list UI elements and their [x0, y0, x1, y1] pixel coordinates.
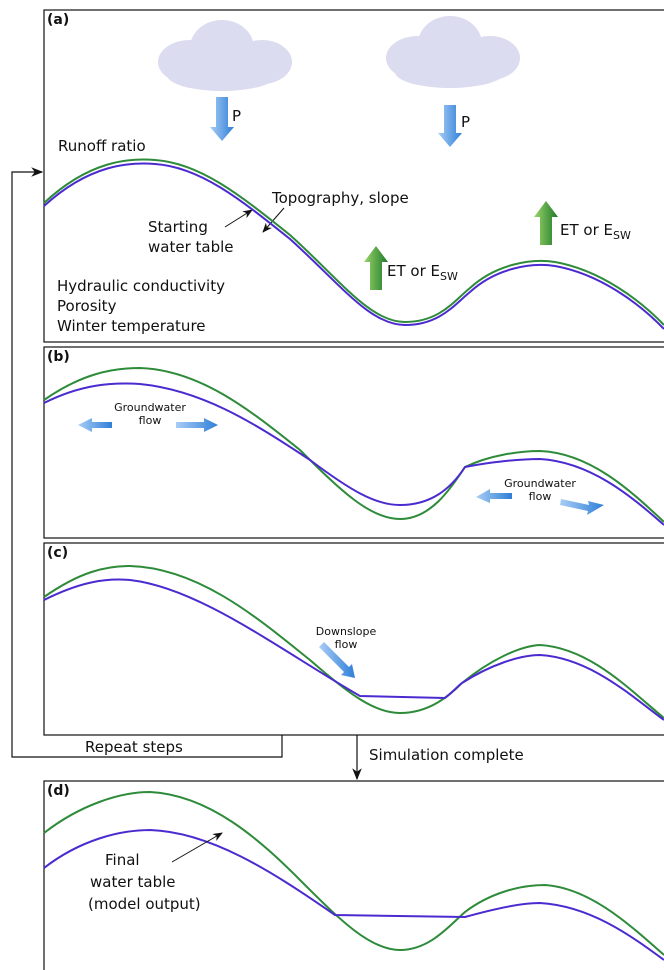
property-label: Porosity	[57, 297, 117, 315]
flow-arrow	[176, 418, 218, 432]
et-text: ET or E	[387, 262, 440, 280]
topography-line	[44, 368, 664, 522]
panel-b	[44, 347, 664, 538]
repeat-label: Repeat steps	[85, 738, 183, 756]
flow-label: Groundwater	[504, 477, 576, 490]
flow-label: flow	[335, 638, 358, 651]
flow-label: Groundwater	[114, 401, 186, 414]
pointer	[172, 833, 222, 862]
flow-arrow	[560, 499, 604, 515]
topography-label: Topography, slope	[271, 189, 409, 207]
final-label: water table	[90, 873, 176, 891]
et-label: ET or ESW	[387, 262, 458, 283]
complete-label: Simulation complete	[369, 746, 524, 764]
flow-label: flow	[139, 414, 162, 427]
precip-label: P	[232, 107, 241, 125]
final-label: (model output)	[88, 895, 201, 913]
cloud	[158, 20, 292, 91]
property-label: Winter temperature	[57, 317, 206, 335]
cloud	[386, 16, 520, 88]
flow-label: flow	[529, 490, 552, 503]
precip-arrow	[438, 105, 462, 147]
starting-label: water table	[148, 238, 234, 256]
panel-label: (a)	[47, 12, 69, 28]
precip-label: P	[461, 113, 470, 131]
et-label: ET or ESW	[560, 221, 631, 242]
et-sub: SW	[613, 229, 631, 242]
flow-arrow	[78, 418, 112, 432]
et-sub: SW	[440, 270, 458, 283]
et-arrow	[364, 246, 388, 290]
et-text: ET or E	[560, 221, 613, 239]
starting-label: Starting	[148, 218, 208, 236]
diagram: (a) (b) (c) (d) P P Runoff ratio Topogra…	[0, 0, 664, 970]
final-label: Final	[105, 851, 140, 869]
panel-label: (b)	[47, 349, 70, 365]
precip-arrow	[210, 97, 234, 141]
panel-label: (c)	[47, 545, 68, 561]
et-arrow	[534, 201, 558, 245]
runoff-label: Runoff ratio	[58, 137, 146, 155]
flow-label: Downslope	[316, 625, 377, 638]
pointer	[225, 210, 252, 227]
property-label: Hydraulic conductivity	[57, 277, 225, 295]
panel-label: (d)	[47, 783, 70, 799]
repeat-connector	[12, 172, 282, 757]
flow-arrow	[476, 489, 512, 503]
